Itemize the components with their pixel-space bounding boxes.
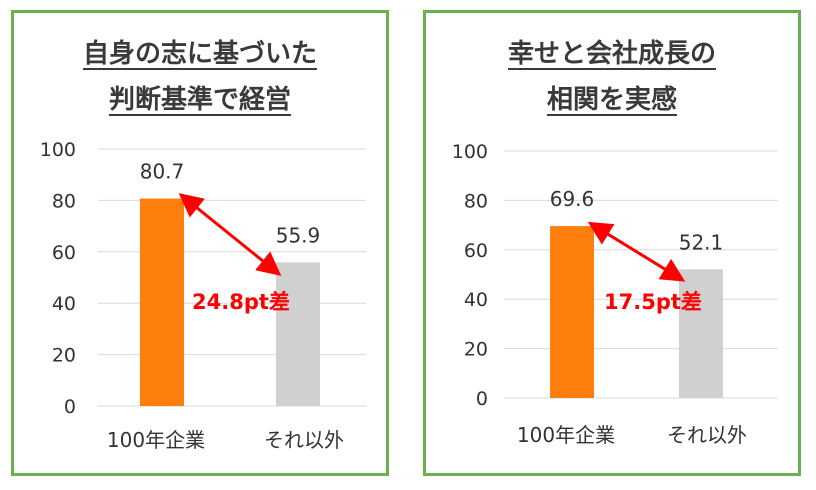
bar	[276, 262, 320, 406]
y-tick-label: 80	[52, 190, 76, 212]
x-category-label: それ以外	[667, 423, 747, 447]
bar-chart: 0 20 40 60 80 100 80.7 100年企業 55.9 それ以外 24.8pt差	[40, 139, 366, 452]
difference-arrow	[587, 221, 686, 282]
chart-title-line-1: 幸せと会社成長の	[507, 39, 716, 69]
data-label: 80.7	[140, 160, 185, 184]
x-category-label: 100年企業	[517, 423, 615, 447]
chart-title-line-2: 相関を実感	[546, 85, 677, 115]
chart-panel-1: 自身の志に基づいた 判断基準で経営 0 20 40 60 80 100 80.7 100年企業…	[11, 10, 389, 476]
chart-title: 幸せと会社成長の 相関を実感	[426, 31, 798, 123]
y-tick-label: 100	[40, 139, 76, 161]
data-label: 55.9	[276, 223, 321, 247]
bar-chart: 0 20 40 60 80 100 69.6 100年企業 52.1 それ以外 17.5pt差	[452, 141, 778, 447]
difference-arrow	[178, 193, 282, 276]
y-tick-label: 40	[464, 289, 488, 311]
y-tick-label: 20	[464, 339, 488, 361]
difference-annotation: 17.5pt差	[604, 290, 702, 314]
x-category-label: 100年企業	[107, 428, 205, 452]
difference-annotation: 24.8pt差	[192, 290, 290, 314]
chart-title-line-2: 判断基準で経営	[108, 85, 291, 115]
y-tick-label: 80	[464, 190, 488, 212]
y-tick-label: 100	[452, 141, 488, 163]
y-tick-label: 60	[464, 240, 488, 262]
data-label: 69.6	[550, 187, 595, 211]
chart-title-line-1: 自身の志に基づいた	[82, 39, 317, 69]
x-category-label: それ以外	[264, 428, 344, 452]
chart-panel-2: 幸せと会社成長の 相関を実感 0 20 40 60 80 100 69.6 100年企業 52.…	[423, 10, 801, 476]
bar	[550, 226, 594, 398]
bar	[140, 198, 184, 406]
bar	[679, 269, 723, 398]
chart-title: 自身の志に基づいた 判断基準で経営	[14, 31, 386, 123]
y-tick-label: 60	[52, 242, 76, 264]
y-tick-label: 0	[476, 388, 488, 410]
y-tick-label: 0	[64, 396, 76, 418]
y-tick-label: 20	[52, 345, 76, 367]
data-label: 52.1	[679, 230, 724, 254]
y-tick-label: 40	[52, 293, 76, 315]
